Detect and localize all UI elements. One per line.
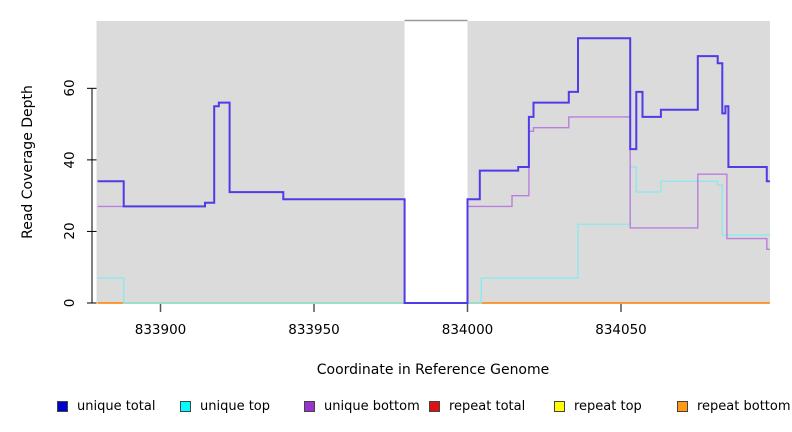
repeat-bottom-swatch-icon	[677, 401, 688, 412]
legend-label: repeat total	[449, 399, 526, 414]
legend-label: unique bottom	[324, 399, 420, 414]
legend-label: unique total	[77, 399, 156, 414]
x-axis-label: Coordinate in Reference Genome	[316, 362, 550, 378]
legend-label: unique top	[200, 399, 271, 414]
legend-item-unique-top: unique top	[180, 399, 270, 414]
unique-total-line	[97, 37, 770, 304]
x-tick-label: 834050	[595, 322, 647, 338]
plot-background-right	[467, 21, 770, 304]
y-axis-label: Read Coverage Depth	[20, 85, 36, 239]
repeat-top-swatch-icon	[554, 401, 565, 412]
y-tick-label: 40	[62, 151, 78, 169]
unique-top-swatch-icon	[180, 401, 191, 412]
legend-label: repeat top	[574, 399, 642, 414]
repeat-total-swatch-icon	[429, 401, 440, 412]
legend-item-unique-total: unique total	[57, 399, 155, 414]
x-tick-label: 834000	[441, 322, 494, 338]
unique-bottom-swatch-icon	[304, 401, 315, 412]
legend-item-repeat-top: repeat top	[554, 399, 642, 414]
x-tick-label: 833950	[288, 322, 340, 338]
legend-item-repeat-total: repeat total	[429, 399, 525, 414]
y-tick-label: 0	[62, 298, 78, 308]
unique-total-swatch-icon	[57, 401, 68, 412]
x-tick-label: 833900	[134, 322, 187, 338]
legend-label: repeat bottom	[697, 399, 791, 414]
y-tick-label: 20	[62, 222, 78, 241]
plot-background-left	[96, 21, 405, 304]
legend-item-repeat-bottom: repeat bottom	[677, 399, 791, 414]
legend-item-unique-bottom: unique bottom	[304, 399, 420, 414]
y-tick-label: 60	[62, 79, 78, 97]
